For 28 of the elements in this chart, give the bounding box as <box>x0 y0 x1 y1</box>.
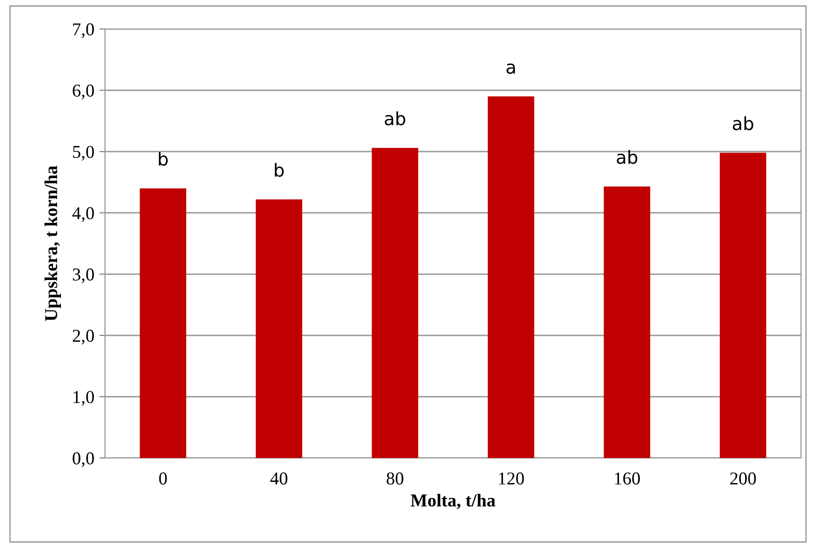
annotation: b <box>158 152 168 166</box>
y-tick-label: 3,0 <box>72 268 94 284</box>
x-tick-label: 200 <box>730 472 756 485</box>
y-tick-label: 7,0 <box>73 23 94 38</box>
annotation: ab <box>384 111 406 126</box>
annotation: b <box>274 162 284 177</box>
bar <box>372 148 418 458</box>
x-tick-label: 40 <box>270 472 288 485</box>
annotation: ab <box>616 150 638 164</box>
bar <box>488 96 534 458</box>
x-tick-label: 120 <box>499 472 524 485</box>
x-tick-label: 80 <box>386 472 404 485</box>
bar <box>256 199 302 458</box>
y-tick-label: 1,0 <box>74 390 94 406</box>
x-tick-label: 160 <box>615 472 640 485</box>
x-axis-title: Molta, t/ha <box>410 494 496 510</box>
bar <box>720 152 766 458</box>
y-axis-title: Uppskera, t korn/ha <box>44 166 61 322</box>
bar <box>140 188 186 458</box>
y-tick-label: 6,0 <box>72 84 94 100</box>
y-tick-label: 2,0 <box>72 330 94 344</box>
y-tick-label: 0,0 <box>72 452 94 468</box>
bar <box>604 186 650 458</box>
x-tick-label: 0 <box>159 472 167 485</box>
annotation: ab <box>732 116 754 130</box>
y-tick-label: 4,0 <box>72 207 94 222</box>
y-tick-label: 5,0 <box>73 146 94 161</box>
annotation: a <box>506 64 515 74</box>
